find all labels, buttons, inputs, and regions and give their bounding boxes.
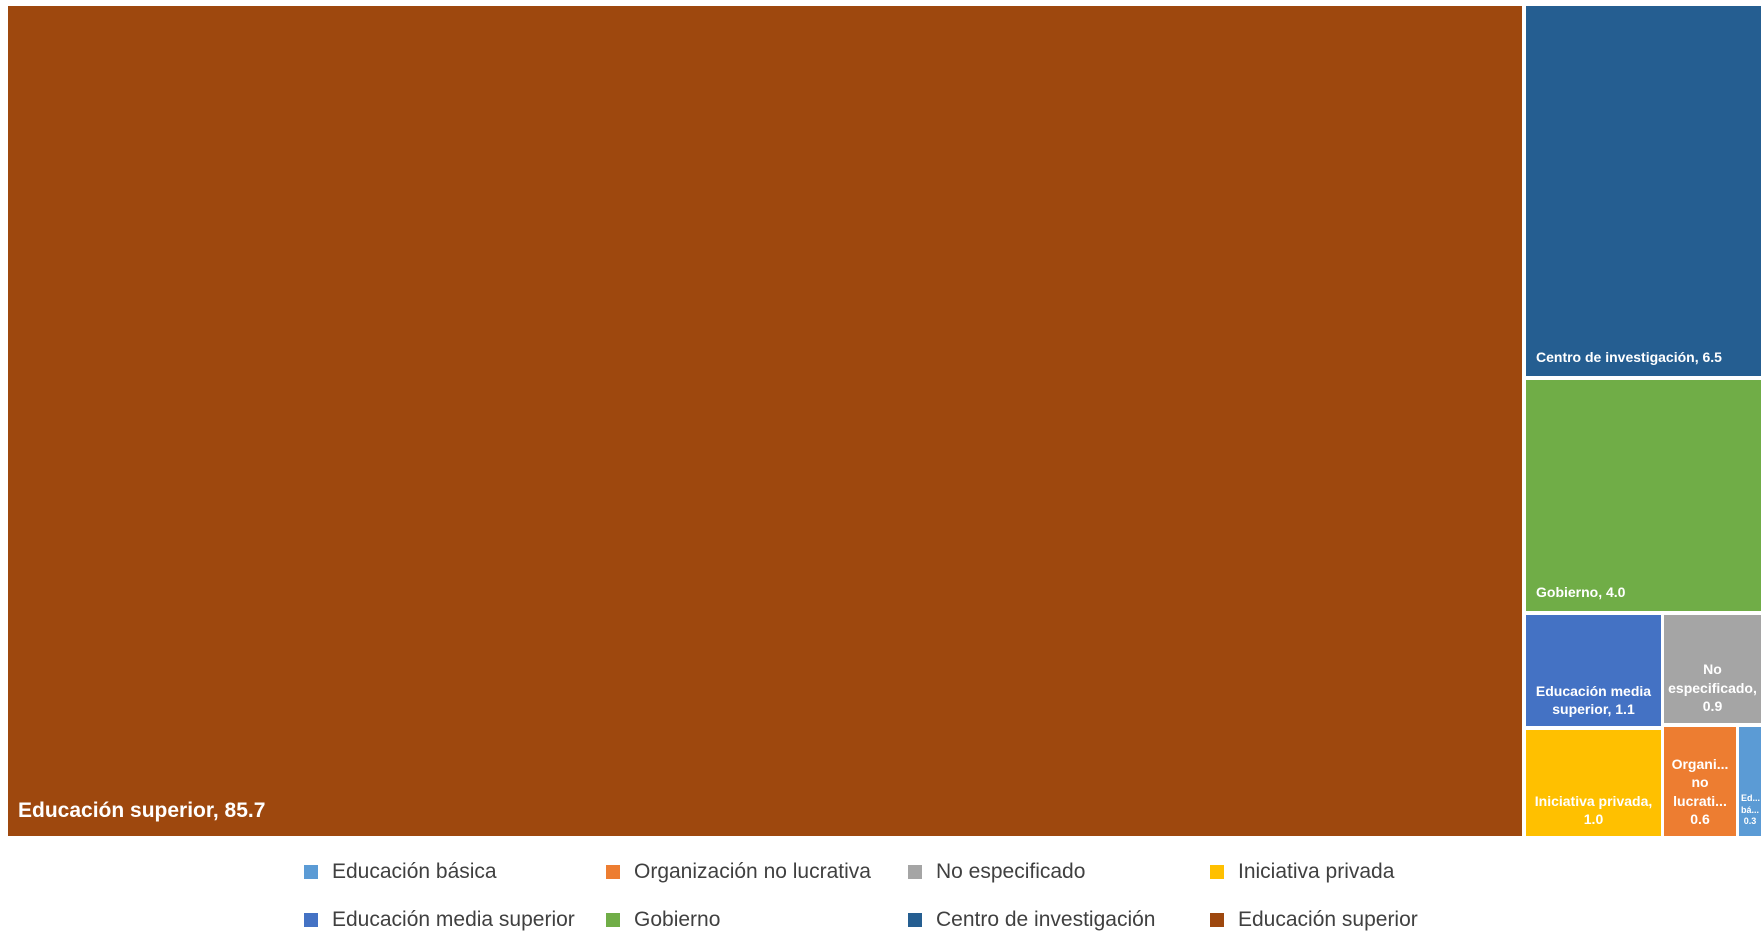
treemap-tile: No especificado, 0.9 [1664,615,1761,723]
legend-label: Educación media superior [332,908,575,931]
treemap-tile-label: Organi... no lucrati... 0.6 [1671,756,1729,827]
treemap-tile-label: Iniciativa privada, 1.0 [1534,792,1653,827]
legend-item: Centro de investigación [908,908,1155,932]
legend-item: Educación superior [1210,908,1418,932]
legend-label: Gobierno [634,908,721,931]
legend-item: Gobierno [606,908,720,932]
treemap-tile: Educación superior, 85.7 [8,6,1522,836]
treemap-tile: Gobierno, 4.0 [1526,380,1761,611]
legend-item: Iniciativa privada [1210,860,1394,884]
treemap-tile: Organi... no lucrati... 0.6 [1664,727,1736,836]
legend-swatch [606,865,620,879]
legend-label: Organización no lucrativa [634,860,871,883]
legend-swatch [606,913,620,927]
treemap-tile-label: No especificado, 0.9 [1668,661,1757,714]
treemap-tile: Iniciativa privada, 1.0 [1526,730,1661,836]
treemap-tile-label: Gobierno, 4.0 [1536,583,1626,600]
legend-item: Organización no lucrativa [606,860,871,884]
legend-item: Educación básica [304,860,497,884]
legend-label: No especificado [936,860,1086,883]
legend-swatch [908,865,922,879]
legend-label: Educación básica [332,860,497,883]
treemap-tile: Centro de investigación, 6.5 [1526,6,1761,376]
legend-swatch [1210,913,1224,927]
treemap-chart: Educación superior, 85.7 Centro de invest… [8,6,1761,836]
legend-label: Centro de investigación [936,908,1156,931]
legend-label: Iniciativa privada [1238,860,1395,883]
legend-item: No especificado [908,860,1085,884]
legend-swatch [1210,865,1224,879]
chart-legend: Educación básica Organización no lucrativ… [0,860,1761,943]
legend-label: Educación superior [1238,908,1418,931]
legend-item: Educación media superior [304,908,575,932]
legend-swatch [304,913,318,927]
treemap-tile: Educación media superior, 1.1 [1526,615,1661,726]
treemap-tile-label: Centro de investigación, 6.5 [1536,348,1722,365]
treemap-tile-label: Educación superior, 85.7 [18,798,266,822]
treemap-tile: Ed... bá... 0.3 [1739,727,1761,836]
legend-swatch [304,865,318,879]
legend-swatch [908,913,922,927]
treemap-tile-label: Educación media superior, 1.1 [1535,682,1652,717]
treemap-tile-label: Ed... bá... 0.3 [1741,792,1761,827]
